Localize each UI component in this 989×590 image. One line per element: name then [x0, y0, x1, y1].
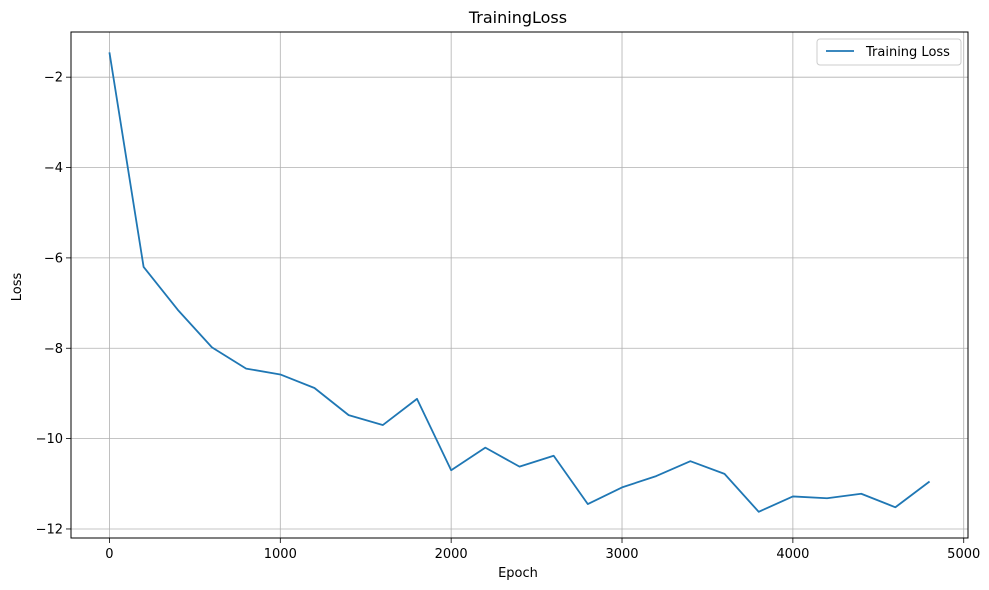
x-tick-label: 3000 — [605, 547, 638, 562]
x-tick-label: 4000 — [776, 547, 809, 562]
x-tick-label: 0 — [105, 547, 113, 562]
y-tick-label: −6 — [44, 251, 63, 266]
chart-title: TrainingLoss — [468, 8, 567, 27]
legend-box — [816, 38, 962, 66]
y-tick-label: −8 — [44, 342, 63, 357]
legend: Training Loss — [816, 38, 962, 66]
x-tick-label: 2000 — [435, 547, 468, 562]
y-tick-label: −2 — [44, 71, 63, 86]
series-layer — [108, 52, 931, 513]
x-tick-label: 1000 — [264, 547, 297, 562]
y-tick-label: −10 — [36, 432, 63, 447]
axis-ticks: 0 1000 2000 3000 4000 5000 −2 −4 −6 −8 −10 −12 — [36, 71, 981, 562]
grid — [71, 32, 968, 538]
y-axis-label: Loss — [10, 273, 25, 302]
y-tick-label: −4 — [44, 161, 63, 176]
y-tick-label: −12 — [36, 522, 63, 537]
series-line-training-loss — [108, 52, 931, 513]
x-axis-label: Epoch — [498, 566, 538, 581]
x-tick-label: 5000 — [947, 547, 980, 562]
plot-frame — [70, 31, 969, 539]
legend-label-training-loss: Training Loss — [865, 45, 950, 60]
